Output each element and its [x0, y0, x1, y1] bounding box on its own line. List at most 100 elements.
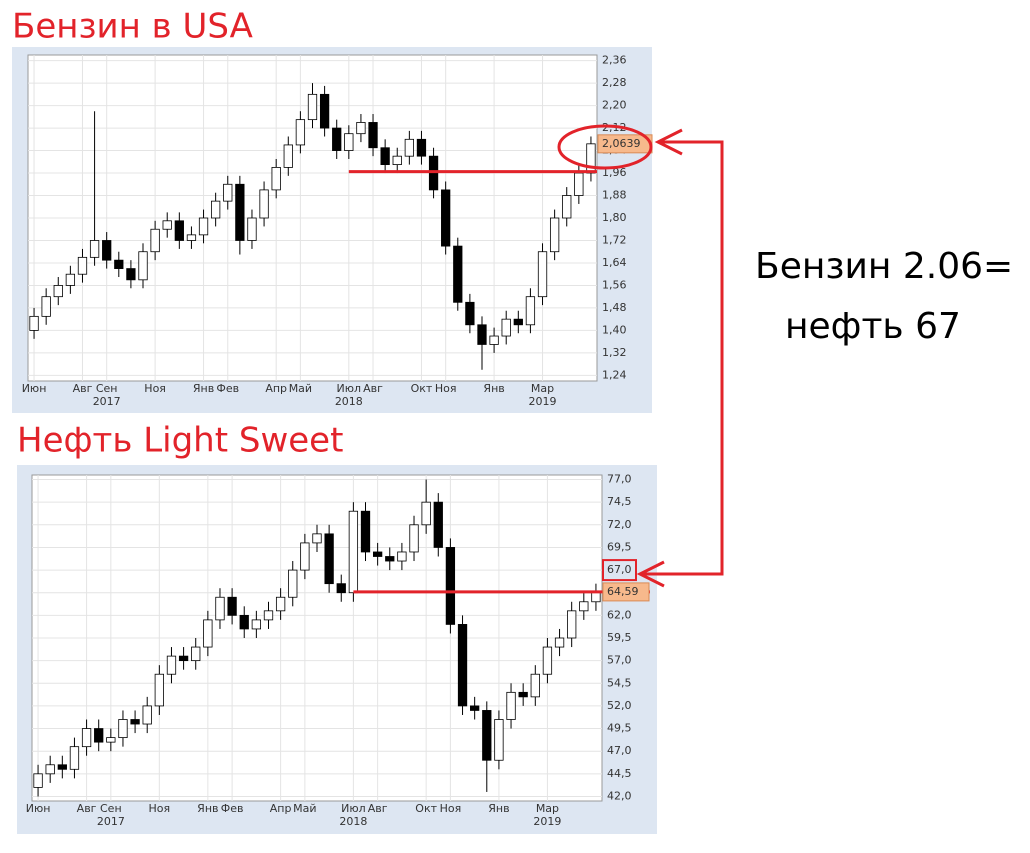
x-tick-label: Авг	[77, 802, 97, 815]
candle-body	[223, 183, 233, 202]
candle-body	[65, 273, 76, 286]
candle-body	[549, 217, 560, 253]
y-tick-label: 2,28	[602, 76, 627, 89]
candle-body	[372, 551, 383, 557]
candle-body	[324, 533, 334, 585]
candle-body	[94, 728, 104, 743]
candle-body	[275, 596, 286, 612]
candle-body	[300, 542, 310, 571]
y-tick-label: 42,0	[607, 789, 632, 802]
candle-body	[385, 556, 395, 562]
candle-body	[263, 610, 274, 621]
candle-body	[174, 220, 184, 241]
x-tick-label: Ноя	[149, 802, 171, 815]
candle-body	[312, 533, 322, 544]
candle-body	[57, 764, 67, 770]
candle-body	[142, 705, 152, 725]
candle-body	[271, 167, 281, 191]
year-label: 2019	[529, 395, 557, 408]
candle-body	[360, 510, 371, 553]
connector	[642, 140, 724, 576]
y-tick-label: 44,5	[607, 767, 632, 780]
chart-title: Бензин в USA	[12, 7, 253, 47]
candle-body	[227, 596, 237, 616]
y-tick-label: 2,20	[602, 99, 627, 112]
candle-body	[295, 119, 306, 146]
y-tick-label: 57,0	[607, 654, 632, 667]
candle-body	[542, 646, 553, 675]
x-tick-label: Мар	[531, 382, 554, 395]
candle-body	[457, 624, 468, 707]
x-tick-label: Окт	[415, 802, 437, 815]
candle-body	[470, 705, 480, 711]
candle-body	[453, 245, 463, 303]
candle-body	[441, 189, 451, 247]
candle-body	[186, 234, 197, 241]
last-price-label: 64,59	[607, 585, 639, 598]
candle-body	[421, 501, 431, 526]
y-tick-label: 69,5	[607, 540, 632, 553]
candle-body	[150, 228, 160, 253]
candle-body	[368, 122, 378, 149]
y-tick-label: 2,36	[602, 54, 627, 67]
candle-body	[239, 614, 249, 630]
year-label: 2019	[533, 815, 561, 828]
y-tick-label: 59,5	[607, 631, 632, 644]
x-tick-label: Ноя	[440, 802, 462, 815]
candle-body	[247, 217, 257, 241]
candle-body	[198, 217, 209, 236]
candle-body	[506, 691, 516, 720]
candle-body	[477, 324, 487, 345]
x-tick-label: Янв	[197, 802, 218, 815]
x-tick-label: Янв	[193, 382, 214, 395]
x-tick-label: Янв	[483, 382, 504, 395]
candle-body	[489, 335, 499, 345]
candle-body	[530, 673, 540, 698]
y-tick-label: 52,0	[607, 699, 632, 712]
x-tick-label: Сен	[100, 802, 122, 815]
candle-body	[283, 144, 293, 168]
candle-body	[211, 200, 221, 219]
candle-body	[307, 93, 318, 121]
x-tick-label: Авг	[363, 382, 383, 395]
x-tick-label: Июн	[26, 802, 51, 815]
candle-body	[118, 719, 128, 739]
candle-body	[332, 127, 342, 151]
annotation: нефть 67	[785, 306, 961, 347]
y-tick-label: 1,56	[602, 278, 627, 291]
chart-title: Нефть Light Sweet	[17, 421, 343, 461]
x-tick-label: Июл	[341, 802, 366, 815]
x-tick-label: Апр	[265, 382, 287, 395]
candle-body	[33, 773, 43, 788]
candle-body	[537, 251, 548, 298]
candle-body	[69, 746, 80, 770]
candle-body	[348, 510, 359, 594]
annotation: Бензин 2.06=	[755, 246, 1013, 287]
candle-body	[445, 547, 456, 625]
x-tick-label: Июн	[22, 382, 47, 395]
year-label: 2017	[93, 395, 121, 408]
arrow-head	[636, 560, 665, 588]
candle-body	[554, 637, 565, 648]
candle-body	[178, 655, 189, 662]
y-tick-label: 72,0	[607, 518, 632, 531]
y-tick-label: 49,5	[607, 722, 632, 735]
candle-body	[89, 240, 100, 258]
y-tick-label: 1,32	[602, 346, 627, 359]
x-tick-label: Фев	[221, 802, 244, 815]
x-tick-label: Сен	[96, 382, 118, 395]
candle-body	[574, 172, 584, 196]
year-label: 2017	[97, 815, 125, 828]
y-tick-label: 62,0	[607, 608, 632, 621]
arrow-head	[654, 128, 683, 156]
candle-body	[259, 189, 269, 219]
candle-body	[404, 138, 414, 157]
candle-body	[53, 285, 63, 298]
candle-body	[191, 646, 201, 662]
x-tick-label: Фев	[216, 382, 239, 395]
x-tick-label: Авг	[368, 802, 388, 815]
candle-body	[45, 764, 55, 775]
last-price-tag	[602, 582, 650, 602]
